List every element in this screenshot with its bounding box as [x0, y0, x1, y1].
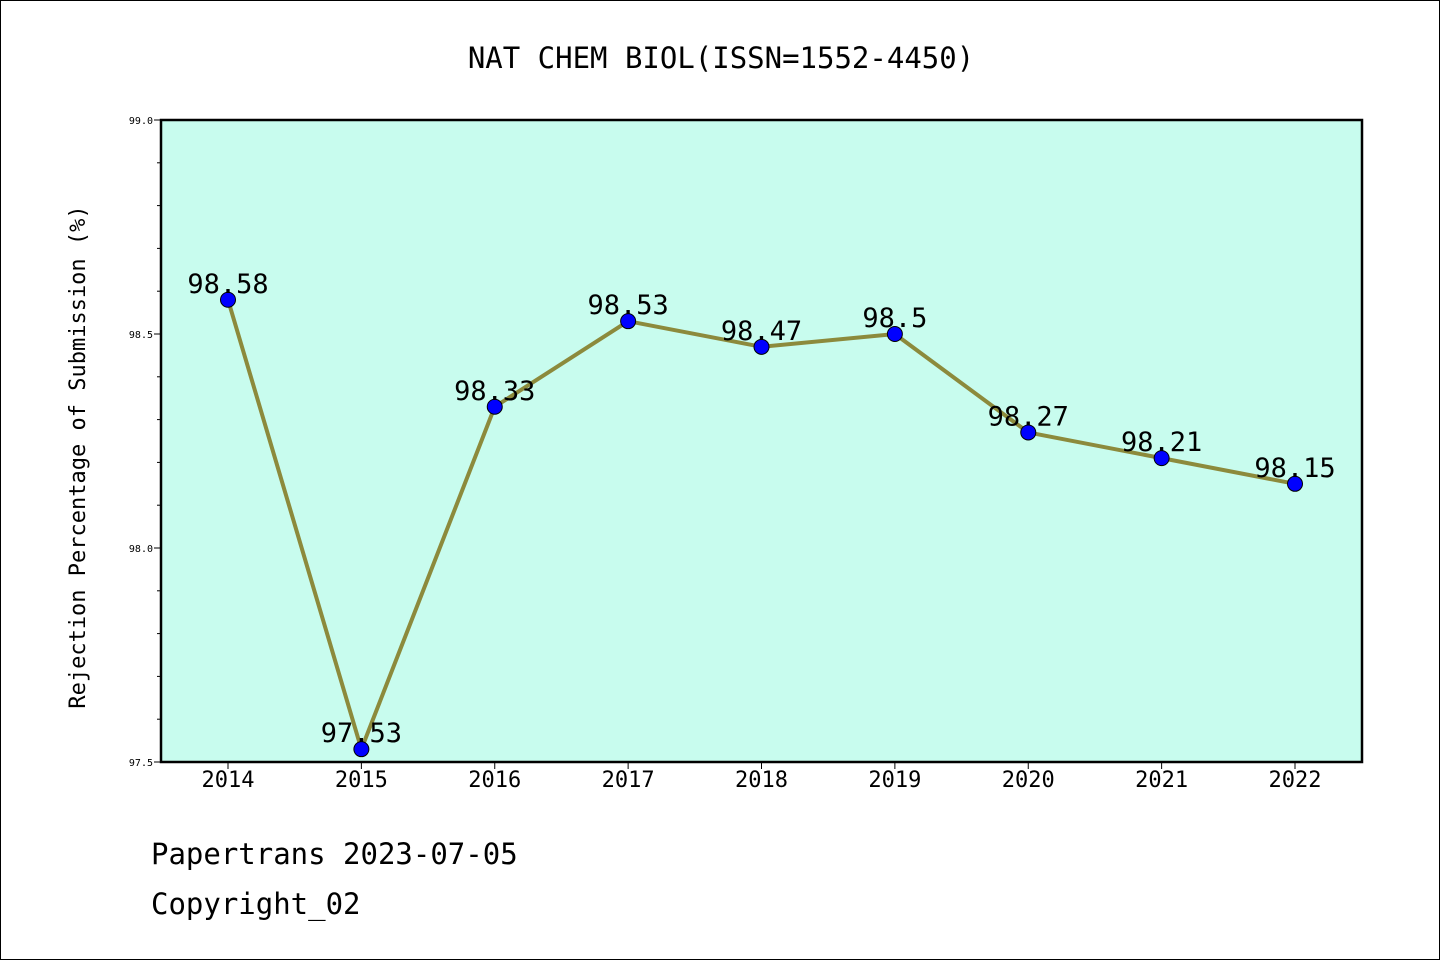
chart-title: NAT CHEM BIOL(ISSN=1552-4450) [468, 41, 974, 75]
data-label: 98.27 [988, 401, 1069, 432]
x-tick-label: 2017 [602, 768, 655, 793]
data-point [220, 291, 236, 308]
y-tick-label: 98.5 [129, 330, 153, 341]
y-axis-label: Rejection Percentage of Submission (%) [66, 205, 91, 708]
y-tick-label: 97.5 [129, 758, 153, 769]
data-label: 98.15 [1254, 453, 1335, 484]
x-tick-label: 2019 [868, 768, 921, 793]
x-tick-label: 2022 [1269, 768, 1322, 793]
y-tick-label: 98.0 [129, 544, 153, 555]
data-point [753, 338, 770, 355]
x-tick-label: 2016 [468, 768, 521, 793]
x-tick-label: 2021 [1135, 768, 1188, 793]
data-label: 97.53 [321, 718, 402, 749]
data-label: 98.53 [587, 290, 668, 321]
data-point [1153, 450, 1170, 467]
data-point [1287, 475, 1303, 492]
plot-area [161, 120, 1362, 762]
x-tick-label: 2018 [735, 768, 788, 793]
data-point [486, 398, 503, 415]
data-point [353, 741, 370, 758]
plot-border [159, 118, 1364, 764]
data-label: 98.5 [862, 303, 927, 334]
x-tick-label: 2015 [335, 768, 388, 793]
data-label: 98.47 [721, 316, 802, 347]
footer-copyright-text: Copyright_02 [151, 887, 361, 921]
footer-date-text: Papertrans 2023-07-05 [151, 837, 518, 871]
data-point [886, 326, 903, 342]
data-label: 98.21 [1121, 427, 1202, 458]
data-point [620, 313, 637, 330]
data-label: 98.58 [187, 269, 268, 300]
data-point [1020, 424, 1037, 441]
x-tick-label: 2014 [202, 768, 255, 793]
data-label: 98.33 [454, 376, 535, 407]
x-tick-label: 2020 [1002, 768, 1055, 793]
y-tick-label: 99.0 [129, 116, 153, 127]
